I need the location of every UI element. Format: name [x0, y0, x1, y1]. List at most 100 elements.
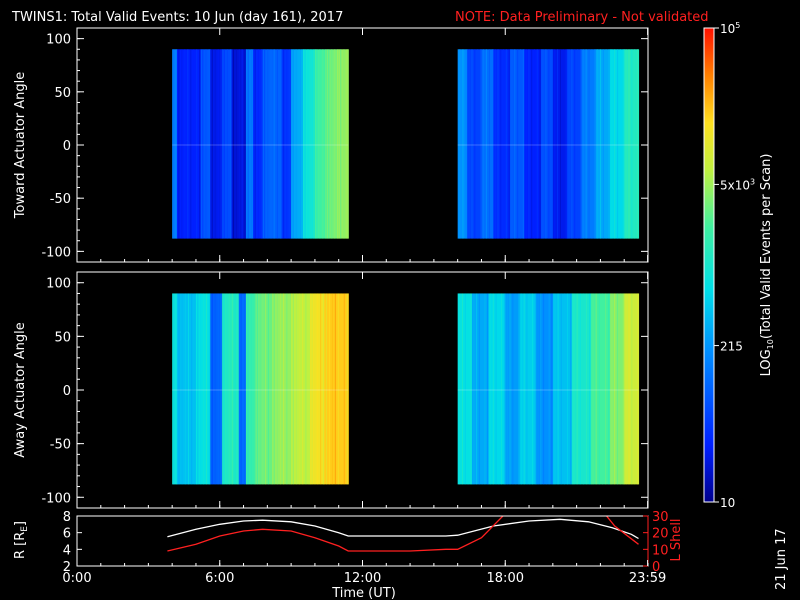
- heatmap-band: [471, 293, 490, 485]
- heatmap-streak: [181, 293, 183, 485]
- heatmap-streak: [518, 293, 520, 485]
- heatmap-streak: [622, 49, 624, 239]
- heatmap-streak: [260, 49, 262, 239]
- heatmap-streak: [503, 49, 505, 239]
- heatmap-band: [324, 293, 349, 485]
- heatmap-streak: [273, 49, 275, 239]
- colorbar-label: LOG10(Total Valid Events per Scan): [759, 154, 775, 377]
- heatmap-streak: [226, 49, 228, 239]
- heatmap-streak: [286, 293, 288, 485]
- heatmap-streak: [512, 293, 514, 485]
- heatmap-streak: [473, 293, 475, 485]
- heatmap-streak: [480, 49, 482, 239]
- heatmap-streak: [489, 293, 491, 485]
- heatmap-band: [210, 293, 223, 485]
- heatmap-streak: [533, 49, 535, 239]
- heatmap-streak: [540, 293, 542, 485]
- heatmap-streak: [283, 293, 285, 485]
- heatmap-streak: [267, 293, 269, 485]
- heatmap-streak: [325, 293, 327, 485]
- heatmap-streak: [337, 293, 339, 485]
- heatmap-streak: [548, 293, 550, 485]
- heatmap-streak: [577, 49, 579, 239]
- x-tick-label: 23:59: [629, 571, 666, 586]
- heatmap-streak: [579, 49, 581, 239]
- heatmap-streak: [529, 293, 531, 485]
- heatmap-streak: [251, 49, 253, 239]
- heatmap-streak: [217, 293, 219, 485]
- heatmap-streak: [551, 49, 553, 239]
- heatmap-streak: [520, 49, 522, 239]
- date-stamp: 21 Jun 17: [774, 528, 789, 590]
- heatmap-streak: [605, 293, 607, 485]
- heatmap-streak: [340, 49, 342, 239]
- heatmap-streak: [494, 49, 496, 239]
- heatmap-streak: [551, 293, 553, 485]
- heatmap-streak: [619, 293, 621, 485]
- heatmap-streak: [617, 49, 619, 239]
- heatmap-streak: [592, 293, 594, 485]
- heatmap-streak: [244, 293, 246, 485]
- heatmap-streak: [568, 49, 570, 239]
- heatmap-streak: [292, 293, 294, 485]
- heatmap-streak: [223, 49, 225, 239]
- heatmap-streak: [250, 293, 252, 485]
- heatmap-streak: [191, 293, 193, 485]
- heatmap-streak: [585, 49, 587, 239]
- heatmap-streak: [509, 293, 511, 485]
- heatmap-streak: [476, 293, 478, 485]
- heatmap-streak: [477, 49, 479, 239]
- heatmap-streak: [462, 49, 464, 239]
- heatmap-streak: [283, 49, 285, 239]
- heatmap-streak: [196, 49, 198, 239]
- heatmap-band: [291, 49, 304, 239]
- y-tick-label: 50: [54, 330, 71, 345]
- heatmap-streak: [343, 293, 345, 485]
- heatmap-streak: [331, 293, 333, 485]
- heatmap-streak: [280, 49, 282, 239]
- heatmap-streak: [567, 293, 569, 485]
- heatmap-streak: [254, 49, 256, 239]
- heatmap-streak: [208, 49, 210, 239]
- heatmap-streak: [573, 293, 575, 485]
- heatmap-streak: [536, 49, 538, 239]
- heatmap-streak: [501, 293, 503, 485]
- colorbar-ticks: 105 5x103 215 10: [714, 21, 755, 510]
- heatmap-band: [262, 49, 283, 239]
- heatmap-streak: [197, 293, 199, 485]
- heatmap-streak: [238, 49, 240, 239]
- heatmap-band: [524, 49, 542, 239]
- toward-panel: 100 50 0 -50 -100: [41, 27, 649, 263]
- heatmap-streak: [570, 293, 572, 485]
- heatmap-streak: [459, 293, 461, 485]
- heatmap-band: [210, 49, 223, 239]
- heatmap-streak: [302, 293, 304, 485]
- heatmap-band: [571, 293, 592, 485]
- right-y-tick-label: 0: [652, 560, 660, 575]
- heatmap-streak: [464, 293, 466, 485]
- heatmap-streak: [194, 293, 196, 485]
- heatmap-streak: [602, 293, 604, 485]
- toward-data-block: [457, 49, 640, 239]
- heatmap-streak: [317, 293, 319, 485]
- heatmap-streak: [594, 49, 596, 239]
- heatmap-streak: [631, 49, 633, 239]
- heatmap-streak: [562, 49, 564, 239]
- heatmap-streak: [576, 293, 578, 485]
- heatmap-streak: [231, 293, 233, 485]
- colorbar-tick-label: 215: [720, 340, 743, 354]
- heatmap-streak: [190, 49, 192, 239]
- heatmap-streak: [500, 49, 502, 239]
- heatmap-streak: [599, 49, 601, 239]
- heatmap-streak: [319, 49, 321, 239]
- heatmap-streak: [617, 293, 619, 485]
- heatmap-band: [238, 293, 247, 485]
- heatmap-streak: [497, 49, 499, 239]
- lshell-line: [167, 516, 639, 552]
- heatmap-band: [481, 49, 494, 239]
- x-tick-label: 6:00: [205, 571, 234, 586]
- heatmap-streak: [211, 293, 213, 485]
- heatmap-band: [255, 293, 273, 485]
- heatmap-streak: [289, 293, 291, 485]
